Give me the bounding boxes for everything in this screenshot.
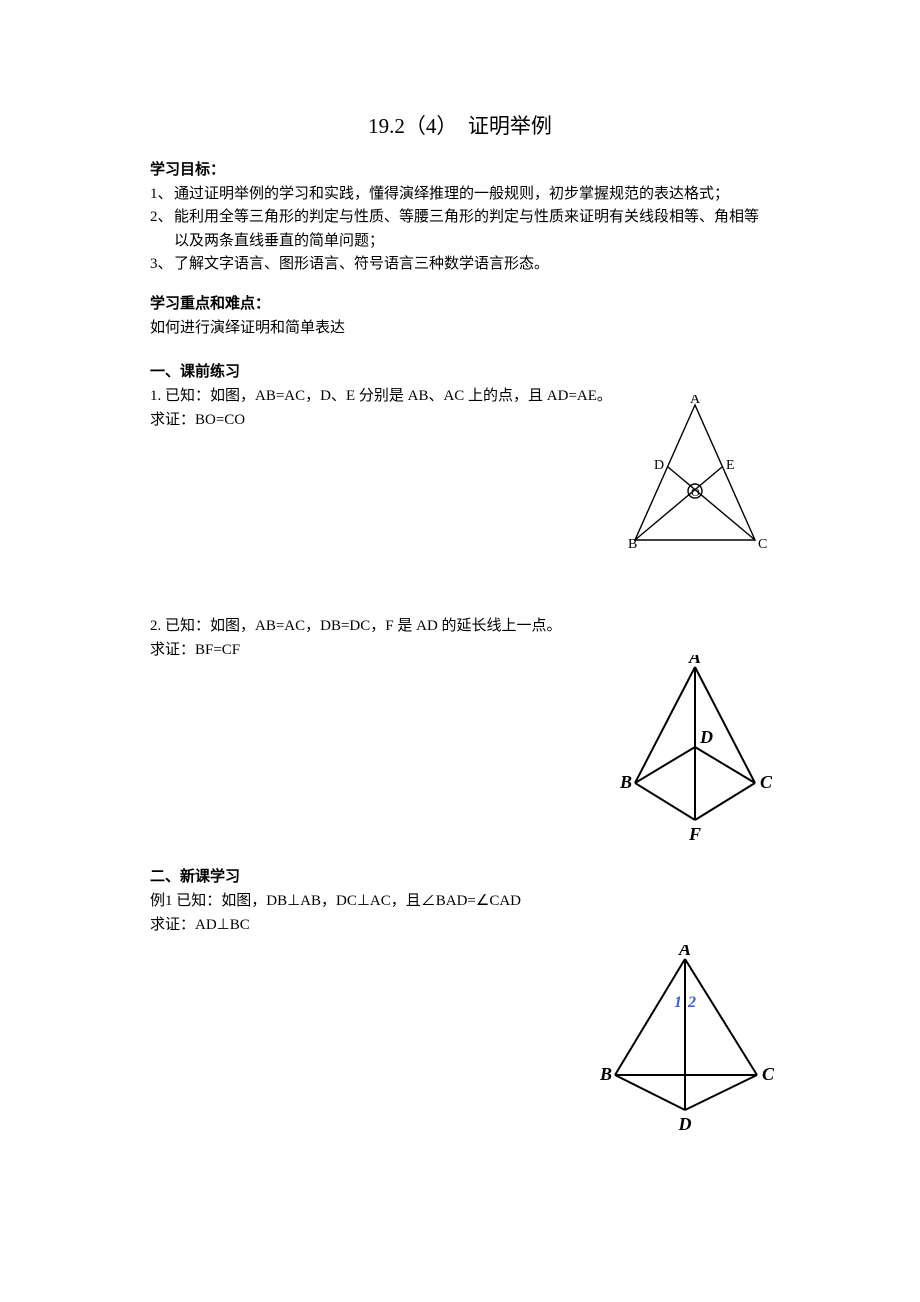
fig1-label-E: E bbox=[726, 458, 735, 473]
focus-heading: 学习重点和难点： bbox=[150, 292, 770, 313]
fig2-label-D: D bbox=[699, 727, 713, 747]
goal-1-text: 通过证明举例的学习和实践，懂得演绎推理的一般规则，初步掌握规范的表达格式； bbox=[174, 183, 770, 206]
fig1-label-D: D bbox=[654, 458, 664, 473]
problem-2-num: 2. bbox=[150, 618, 161, 634]
problem-1-given-text: 已知：如图，AB=AC，D、E 分别是 AB、AC 上的点，且 AD=AE。 bbox=[165, 388, 612, 404]
example-1-label: 例1 bbox=[150, 893, 173, 909]
goal-item-1: 1、 通过证明举例的学习和实践，懂得演绎推理的一般规则，初步掌握规范的表达格式； bbox=[150, 183, 770, 206]
example-1-given-text: 已知：如图，DB⊥AB，DC⊥AC，且∠BAD=∠CAD bbox=[176, 893, 521, 909]
page-title: 19.2（4） 证明举例 bbox=[150, 110, 770, 140]
fig2-label-C: C bbox=[760, 772, 773, 792]
problem-2-given: 2. 已知：如图，AB=AC，DB=DC，F 是 AD 的延长线上一点。 bbox=[150, 615, 770, 638]
goal-3-text: 了解文字语言、图形语言、符号语言三种数学语言形态。 bbox=[174, 253, 770, 276]
problem-1-num: 1. bbox=[150, 388, 161, 404]
figure-2: A D B C F bbox=[610, 655, 780, 845]
fig3-label-A: A bbox=[678, 945, 691, 959]
page: 19.2（4） 证明举例 学习目标： 1、 通过证明举例的学习和实践，懂得演绎推… bbox=[0, 0, 920, 1302]
goal-3-num: 3、 bbox=[150, 253, 174, 276]
fig2-label-A: A bbox=[688, 655, 701, 667]
goal-2-text: 能利用全等三角形的判定与性质、等腰三角形的判定与性质来证明有关线段相等、角相等以… bbox=[174, 206, 770, 253]
fig3-angle-1: 1 bbox=[674, 994, 682, 1011]
example-1-prove: 求证：AD⊥BC bbox=[150, 914, 770, 937]
goal-1-num: 1、 bbox=[150, 183, 174, 206]
problem-1: 1. 已知：如图，AB=AC，D、E 分别是 AB、AC 上的点，且 AD=AE… bbox=[150, 385, 770, 555]
fig3-label-C: C bbox=[762, 1064, 775, 1084]
problem-2: 2. 已知：如图，AB=AC，DB=DC，F 是 AD 的延长线上一点。 求证：… bbox=[150, 615, 770, 815]
figure-3: A B C D 1 2 bbox=[590, 945, 780, 1135]
fig1-label-B: B bbox=[628, 537, 637, 552]
fig3-angle-2: 2 bbox=[687, 994, 696, 1011]
problem-2-given-text: 已知：如图，AB=AC，DB=DC，F 是 AD 的延长线上一点。 bbox=[165, 618, 562, 634]
goal-2-num: 2、 bbox=[150, 206, 174, 253]
fig3-label-B: B bbox=[599, 1064, 612, 1084]
spacer bbox=[150, 555, 770, 595]
example-1-given: 例1 已知：如图，DB⊥AB，DC⊥AC，且∠BAD=∠CAD bbox=[150, 890, 770, 913]
fig3-label-D: D bbox=[678, 1114, 692, 1134]
preclass-heading: 一、课前练习 bbox=[150, 360, 770, 381]
focus-text: 如何进行演绎证明和简单表达 bbox=[150, 317, 770, 340]
fig2-label-B: B bbox=[619, 772, 632, 792]
fig2-label-F: F bbox=[688, 824, 701, 844]
fig1-label-O: O bbox=[691, 485, 700, 499]
figure-1: A B C D E O bbox=[620, 395, 770, 555]
fig1-label-A: A bbox=[690, 395, 701, 407]
goal-item-3: 3、 了解文字语言、图形语言、符号语言三种数学语言形态。 bbox=[150, 253, 770, 276]
newlesson-heading: 二、新课学习 bbox=[150, 865, 770, 886]
example-1: 例1 已知：如图，DB⊥AB，DC⊥AC，且∠BAD=∠CAD 求证：AD⊥BC… bbox=[150, 890, 770, 1100]
fig1-label-C: C bbox=[758, 537, 767, 552]
goal-item-2: 2、 能利用全等三角形的判定与性质、等腰三角形的判定与性质来证明有关线段相等、角… bbox=[150, 206, 770, 253]
goals-heading: 学习目标： bbox=[150, 158, 770, 179]
